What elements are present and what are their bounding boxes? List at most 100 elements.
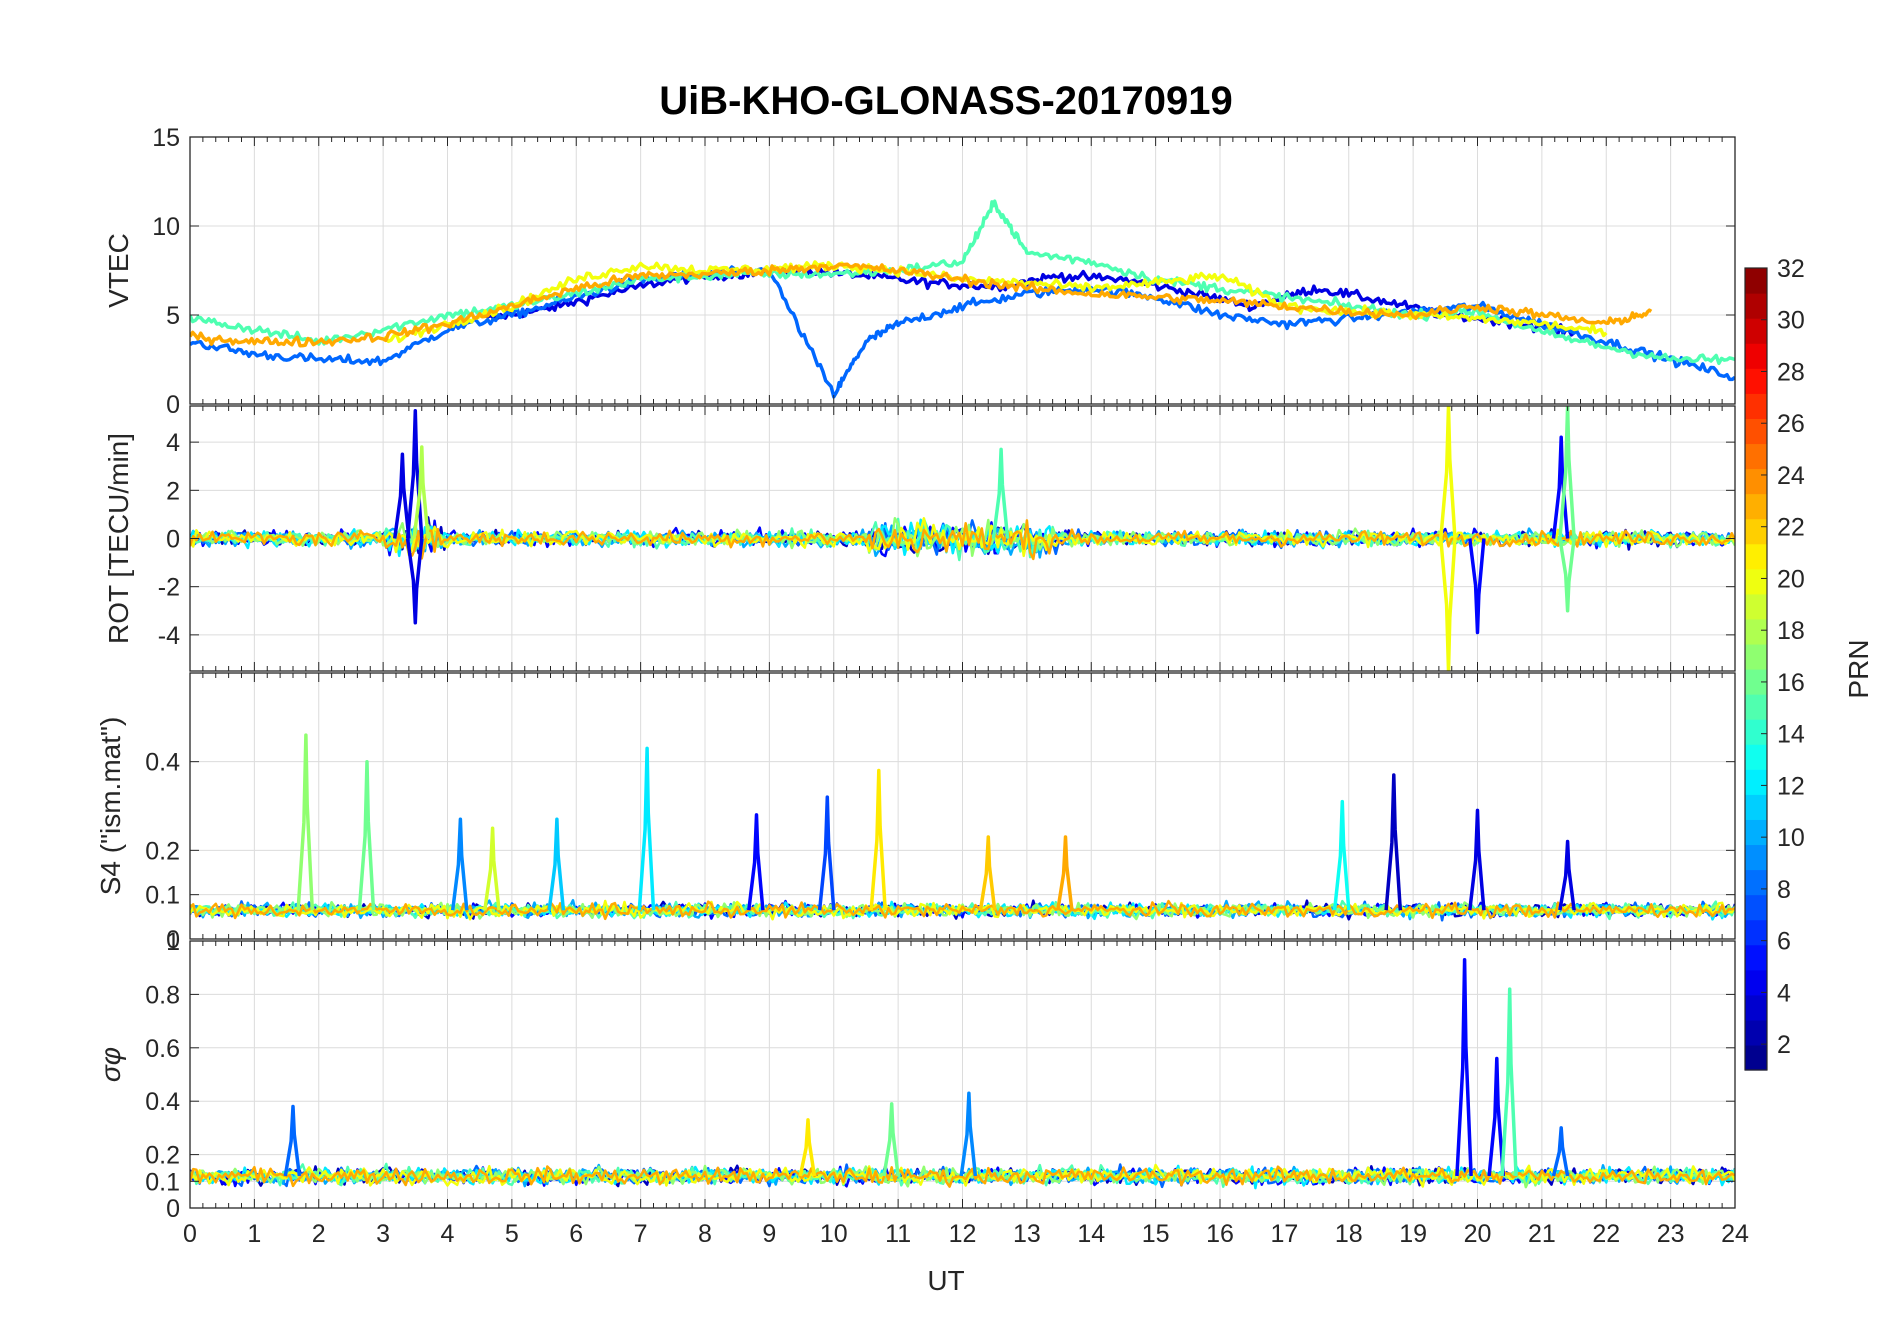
x-tick-label: 20 (1464, 1220, 1492, 1248)
colorbar-segment (1745, 694, 1767, 720)
colorbar-segment (1745, 919, 1767, 946)
colorbar-tick-label: 26 (1777, 410, 1805, 438)
sigma_phi-spike-prn-5 (1455, 957, 1473, 1177)
colorbar-segment (1745, 769, 1767, 795)
colorbar-segment (1745, 844, 1767, 871)
s4-spike-prn-16 (357, 759, 376, 911)
colorbar-tick-label: 16 (1777, 669, 1805, 697)
s4-spike-prn-4 (1468, 808, 1486, 911)
x-tick-label: 1 (247, 1220, 261, 1248)
s4-spike-prn-7 (817, 795, 836, 911)
x-tick-label: 5 (505, 1220, 519, 1248)
y-tick-label: 1 (166, 928, 180, 956)
x-tick-label: 2 (312, 1220, 326, 1248)
x-tick-label: 24 (1721, 1220, 1749, 1248)
y-axis-label: σφ (95, 1047, 126, 1082)
y-tick-label: 0.1 (145, 882, 180, 910)
colorbar-segment (1745, 543, 1767, 570)
s4-spike-prn-17 (296, 733, 315, 911)
y-tick-label: 0.8 (145, 981, 180, 1009)
x-tick-label: 0 (183, 1220, 197, 1248)
y-axis-label: ROT [TECU/min] (103, 433, 134, 644)
colorbar-segment (1745, 819, 1767, 846)
colorbar-tick-label: 32 (1777, 255, 1805, 283)
s4-spike-prn-22 (978, 835, 997, 911)
y-tick-label: 0.2 (145, 837, 180, 865)
colorbar-segment (1745, 944, 1767, 971)
y-axis-label: VTEC (103, 233, 134, 308)
colorbar-segment (1745, 593, 1767, 620)
x-axis: 0 1 2 3 4 5 6 7 8 9 10 11 12 13 14 15 16 17 18 19 20 21 22 23 24 (183, 1220, 1749, 1248)
colorbar-segment (1745, 969, 1767, 996)
y-tick-label: 0 (166, 1195, 180, 1223)
s4-series-prn-23 (190, 899, 1735, 921)
series-group (190, 733, 1735, 922)
colorbar-segment (1745, 293, 1767, 319)
x-tick-label: 12 (949, 1220, 977, 1248)
colorbar-segment (1745, 994, 1767, 1021)
colorbar-segment (1745, 443, 1767, 470)
y-tick-label: 0.4 (145, 1088, 180, 1116)
x-tick-label: 17 (1270, 1220, 1298, 1248)
x-tick-label: 18 (1335, 1220, 1363, 1248)
colorbar-segment (1745, 468, 1767, 495)
colorbar-segment (1745, 318, 1767, 344)
s4-series-prn-20 (190, 899, 1735, 921)
s4-spike-prn-21 (869, 768, 887, 911)
y-tick-label: 2 (166, 477, 180, 505)
rot-series-prn-23 (190, 519, 1735, 561)
panel-rot: -4 -2 0 2 4 ROT [TECU/min] (103, 405, 1736, 672)
colorbar-segment (1745, 393, 1767, 419)
colorbar-segment (1745, 869, 1767, 896)
s4-spike-prn-23 (1056, 835, 1074, 911)
x-tick-label: 14 (1077, 1220, 1105, 1248)
rot-spike-prn-15 (991, 447, 1010, 539)
s4-spike-prn-5 (747, 813, 765, 911)
panel-s4: 0 0.1 0.2 0.4 S4 ("ism.mat") (95, 672, 1736, 954)
x-tick-label: 13 (1013, 1220, 1041, 1248)
sigma_phi-series-prn-23 (190, 1165, 1735, 1188)
y-tick-label: 0 (166, 391, 180, 419)
colorbar-tick-label: 10 (1777, 824, 1805, 852)
colorbar-tick-label: 18 (1777, 617, 1805, 645)
sigma_phi-spike-prn-5 (1487, 1056, 1506, 1177)
sigma_phi-spike-prn-8 (283, 1104, 302, 1177)
sigma_phi-spike-prn-21 (798, 1118, 817, 1177)
y-tick-label: -2 (158, 574, 180, 602)
x-tick-label: 9 (762, 1220, 776, 1248)
sigma_phi-spike-prn-8 (1551, 1126, 1570, 1177)
colorbar-tick-label: 20 (1777, 565, 1805, 593)
vtec-series-prn-15 (190, 199, 1735, 366)
y-tick-label: 0.6 (145, 1035, 180, 1063)
colorbar-segment (1745, 894, 1767, 921)
rot-spike-prn-4 (405, 538, 424, 625)
colorbar-segment (1745, 643, 1767, 670)
y-tick-label: 0 (166, 926, 180, 954)
rot-spike-prn-5 (1468, 538, 1486, 635)
rot-spike-prn-20 (1439, 406, 1457, 539)
panel-vtec: 0 5 10 15 VTEC (103, 124, 1736, 419)
rot-spike-prn-16 (1558, 406, 1576, 539)
s4-spike-prn-19 (483, 826, 501, 911)
vtec-series-prn-23 (190, 262, 1653, 348)
colorbar-segment (1745, 618, 1767, 645)
colorbar-tick-label: 12 (1777, 772, 1805, 800)
colorbar-label: PRN (1843, 639, 1874, 698)
rot-spike-prn-16 (1558, 538, 1576, 613)
colorbar-tick-label: 6 (1777, 928, 1791, 956)
colorbar-tick-label: 24 (1777, 462, 1805, 490)
x-tick-label: 4 (441, 1220, 455, 1248)
rot-spike-prn-20 (1439, 538, 1457, 671)
s4-spike-prn-12 (637, 746, 656, 911)
s4-spike-prn-11 (547, 817, 566, 911)
y-tick-label: -4 (158, 622, 180, 650)
x-tick-label: 16 (1206, 1220, 1234, 1248)
s4-spike-prn-4 (1558, 839, 1576, 911)
colorbar-segment (1745, 1019, 1767, 1046)
s4-spike-prn-9 (450, 817, 469, 911)
x-tick-label: 15 (1142, 1220, 1170, 1248)
